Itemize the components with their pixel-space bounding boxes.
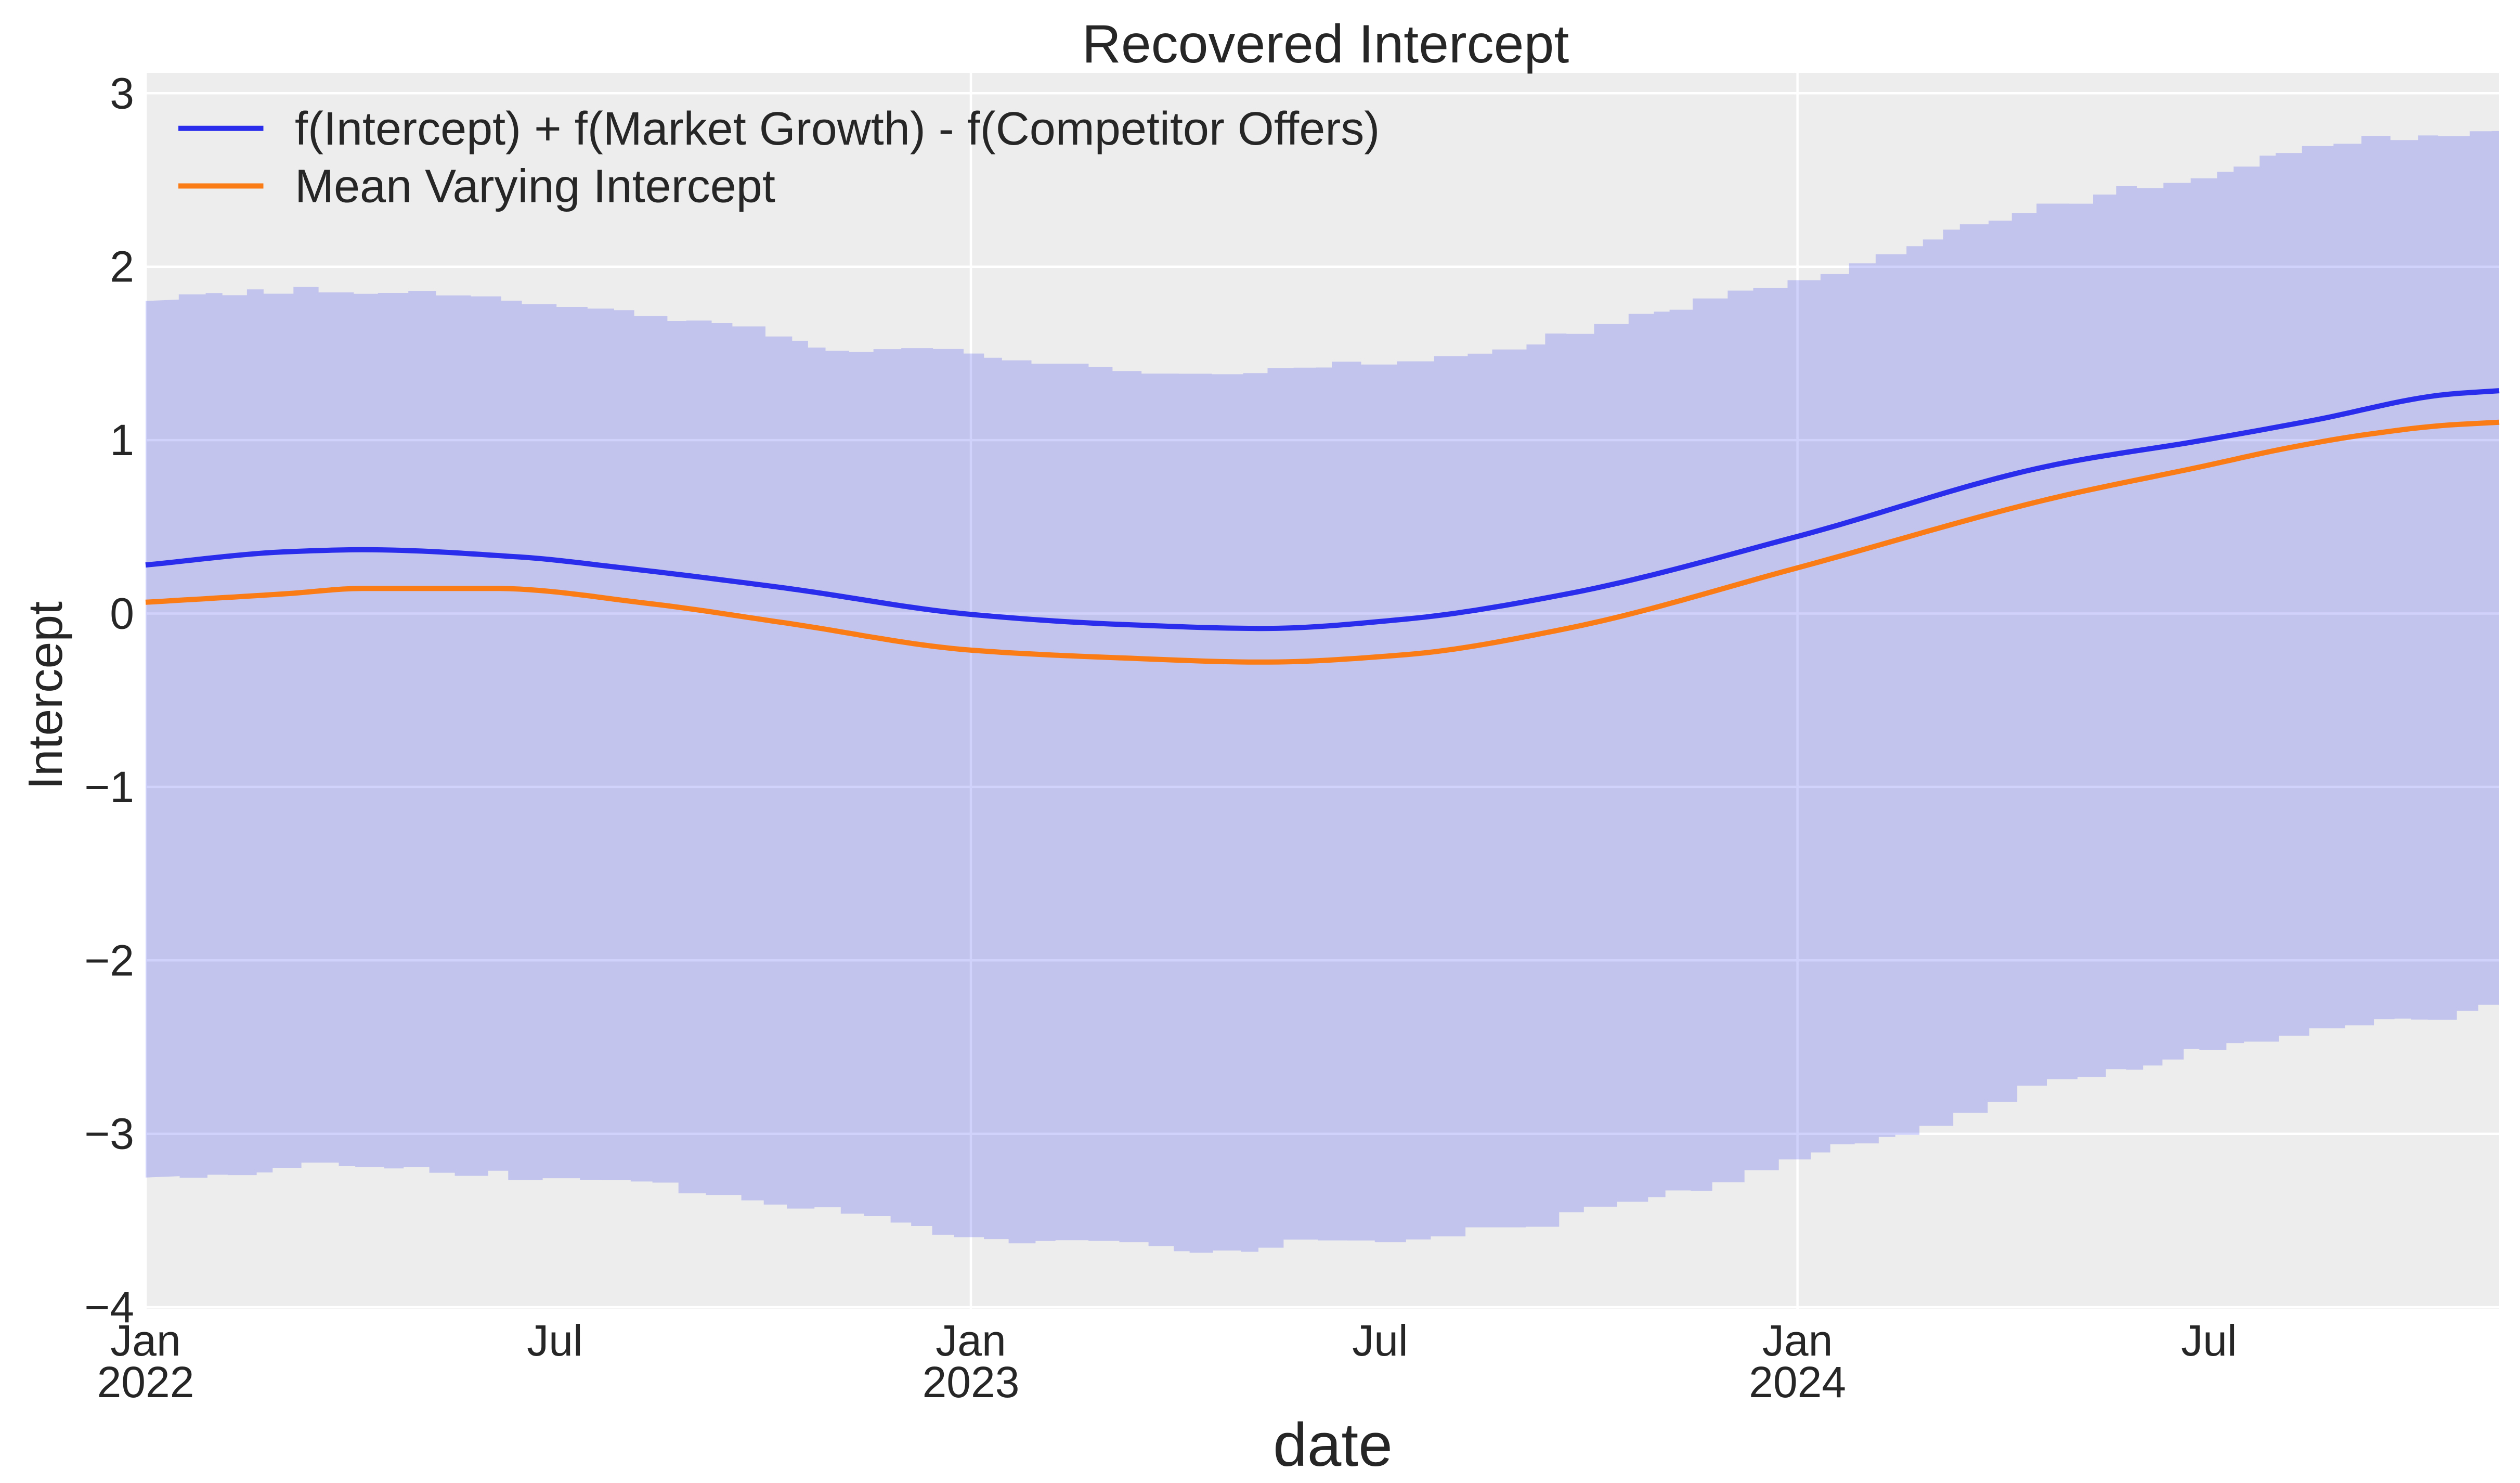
svg-text:Jul: Jul xyxy=(2181,1316,2237,1365)
svg-text:f(Intercept) + f(Market Growth: f(Intercept) + f(Market Growth) - f(Comp… xyxy=(295,103,1380,155)
svg-text:Intercept: Intercept xyxy=(18,601,72,790)
svg-text:2024: 2024 xyxy=(1749,1358,1846,1407)
svg-text:3: 3 xyxy=(110,69,134,118)
svg-text:0: 0 xyxy=(110,589,134,638)
svg-text:Jul: Jul xyxy=(1352,1316,1408,1365)
svg-text:−3: −3 xyxy=(84,1110,134,1158)
svg-text:2023: 2023 xyxy=(923,1358,1020,1407)
svg-text:Jul: Jul xyxy=(527,1316,582,1365)
svg-text:Jan: Jan xyxy=(1762,1316,1833,1365)
svg-text:Jan: Jan xyxy=(936,1316,1006,1365)
svg-text:−2: −2 xyxy=(84,936,134,985)
svg-text:−1: −1 xyxy=(84,763,134,811)
svg-text:Mean Varying Intercept: Mean Varying Intercept xyxy=(295,161,775,213)
svg-text:1: 1 xyxy=(110,416,134,465)
svg-text:2: 2 xyxy=(110,242,134,291)
svg-text:Jan: Jan xyxy=(110,1316,180,1365)
svg-text:2022: 2022 xyxy=(97,1358,194,1407)
svg-text:−4: −4 xyxy=(84,1283,134,1332)
svg-text:Recovered Intercept: Recovered Intercept xyxy=(1082,14,1569,74)
svg-text:date: date xyxy=(1273,1411,1393,1479)
